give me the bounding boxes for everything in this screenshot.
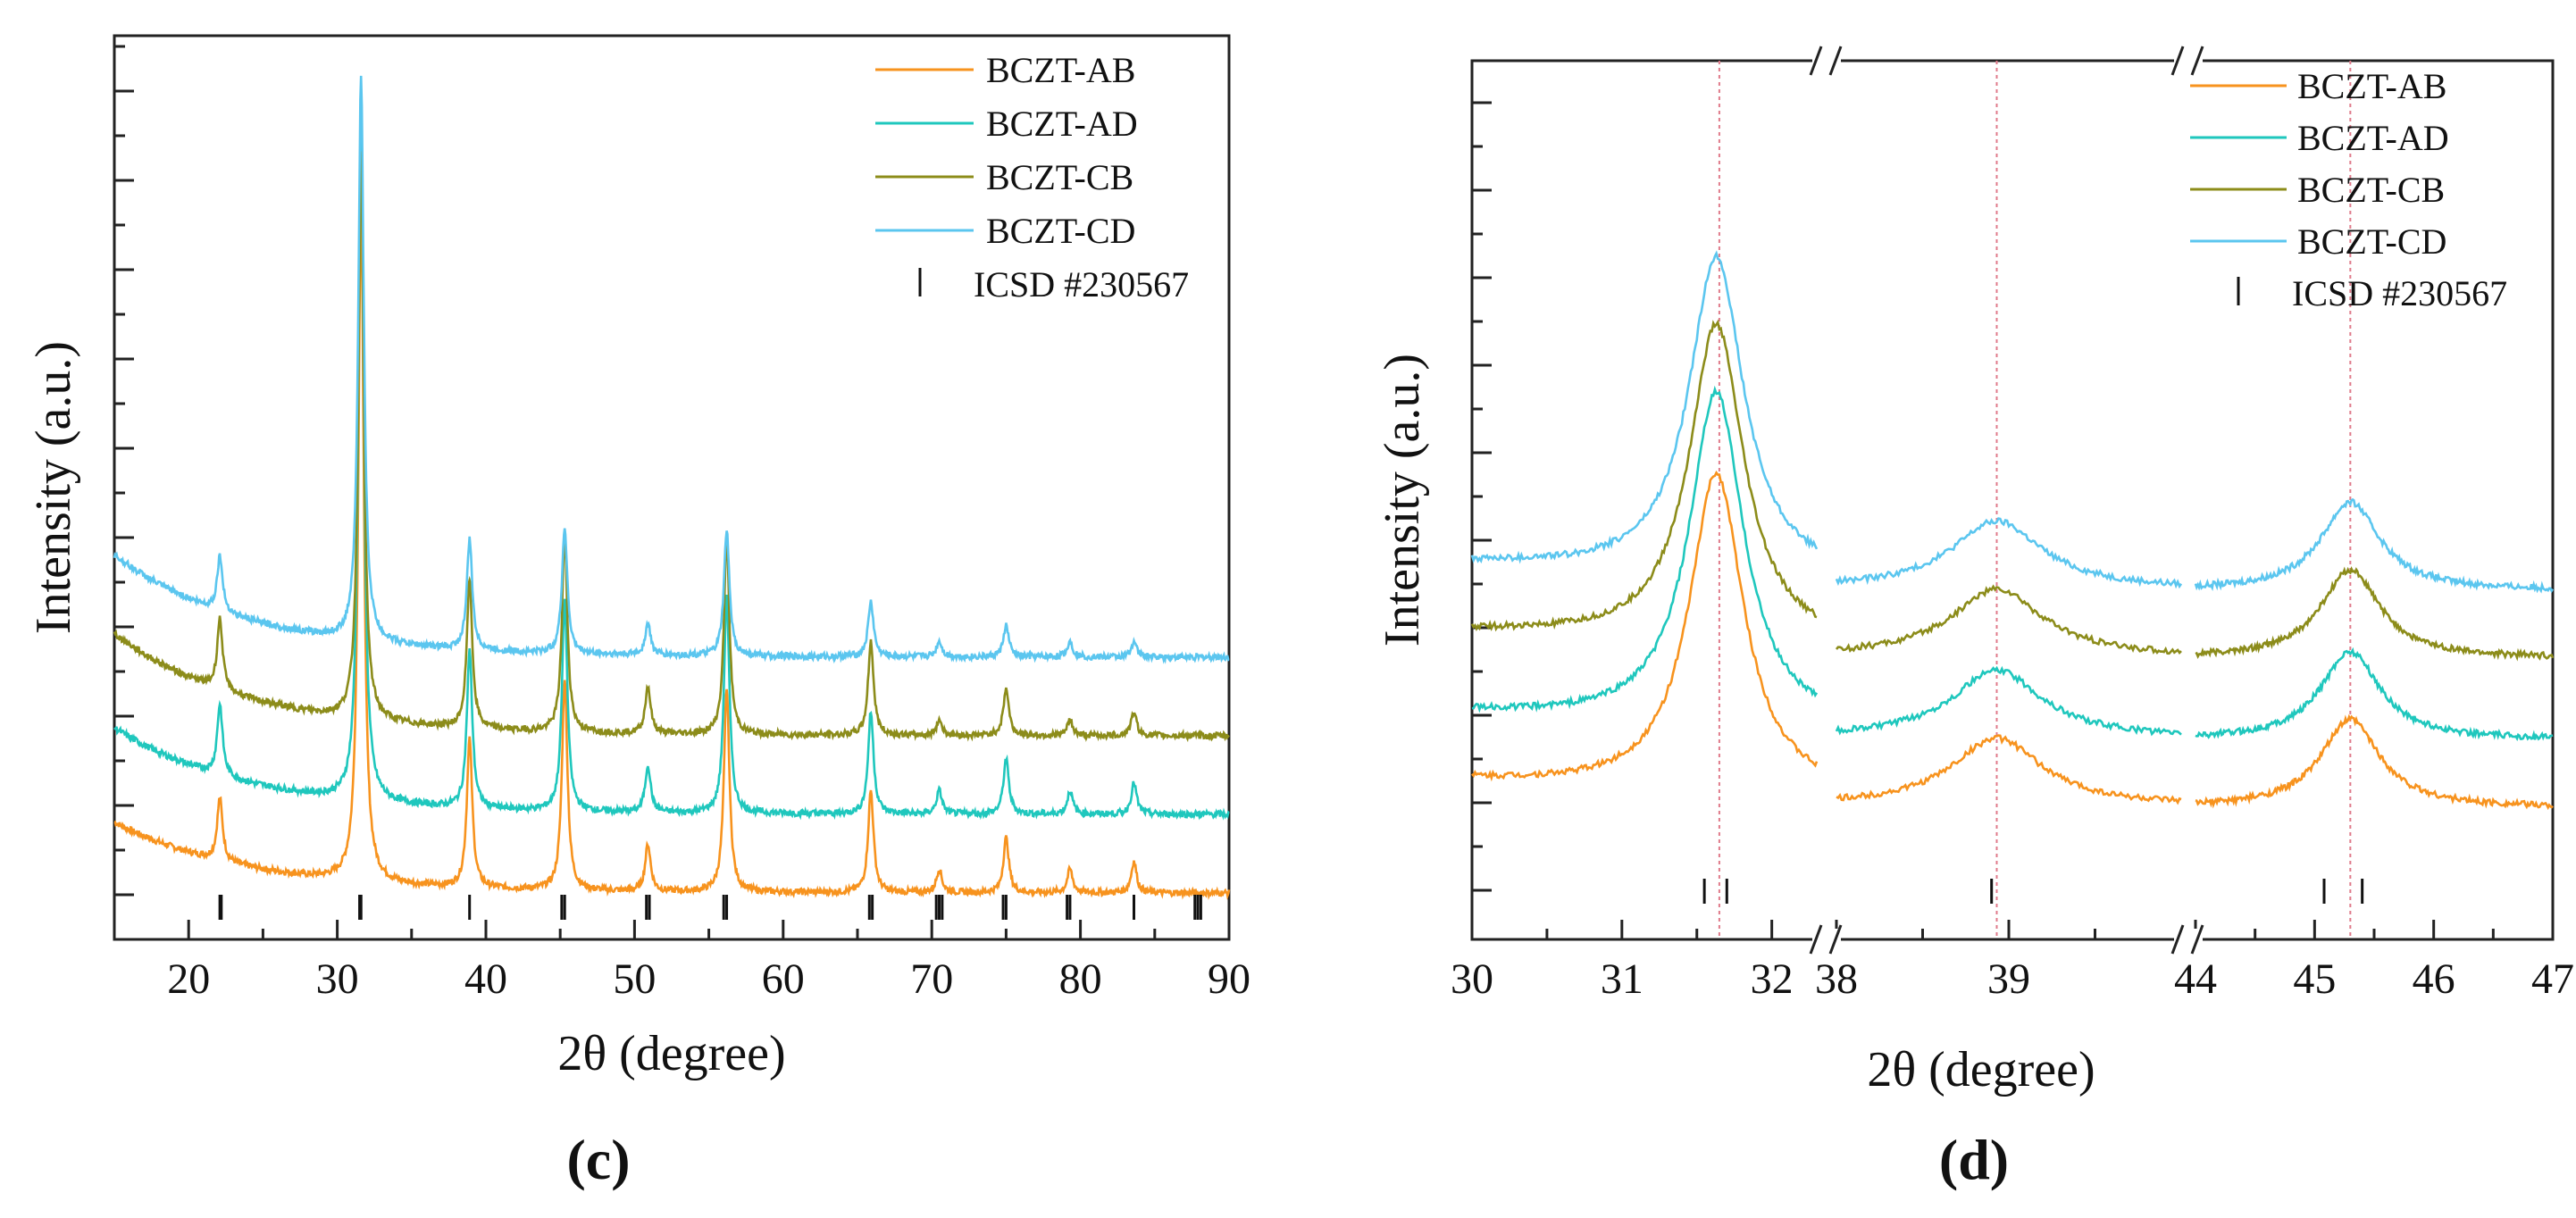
x-tick-label: 40	[464, 955, 507, 1003]
x-tick-label: 46	[2413, 955, 2455, 1003]
series-line-bczt-cb	[2195, 566, 2555, 662]
panel-d-label: (d)	[1939, 1128, 2009, 1191]
series-line-bczt-ab	[113, 190, 1231, 901]
legend-label: BCZT-AD	[2297, 118, 2449, 158]
series-line-bczt-cd	[113, 75, 1230, 664]
panel-c-x-axis-label: 2θ (degree)	[557, 1026, 785, 1081]
axis-break-mark	[2170, 924, 2185, 955]
panel-c-plot-frame	[113, 34, 1231, 941]
legend-label: BCZT-CB	[2297, 170, 2445, 210]
panel-d-plot-frame	[1470, 59, 2555, 941]
panel-c-reference-ticks	[218, 895, 1202, 920]
x-tick-label: 30	[316, 955, 359, 1003]
series-line-bczt-cd	[2194, 497, 2555, 594]
panel-d-legend: BCZT-AB BCZT-AD BCZT-CB BCZT-CD ICSD #230567	[2190, 66, 2507, 313]
x-tick-label: 38	[1815, 955, 1858, 1003]
x-tick-label: 50	[613, 955, 656, 1003]
axis-break-mark	[2190, 46, 2204, 76]
legend-label: ICSD #230567	[2292, 273, 2507, 313]
series-line-bczt-ad	[113, 111, 1230, 821]
x-tick-label: 20	[167, 955, 210, 1003]
axis-break-mark	[2170, 46, 2185, 76]
panel-d-series	[1470, 250, 2555, 811]
series-line-bczt-cd	[1835, 517, 2183, 589]
legend-label: ICSD #230567	[974, 264, 1189, 304]
panel-c-chart: 20 30 40 50 60 70 80 90 2θ (degree) Intensity (…	[26, 34, 1250, 1191]
series-line-bczt-ad	[2195, 647, 2554, 742]
panel-d-x-axis-label: 2θ (degree)	[1867, 1042, 2095, 1097]
series-line-bczt-ab	[1836, 734, 2182, 805]
legend-label: BCZT-CD	[986, 211, 1135, 251]
legend-label: BCZT-CD	[2297, 221, 2446, 262]
axis-break-mark	[1809, 46, 1823, 76]
axis-break-mark	[2190, 924, 2204, 955]
axis-break-mark	[1809, 924, 1823, 955]
panel-c-label: (c)	[566, 1128, 630, 1191]
series-line-bczt-cb	[1470, 319, 1818, 632]
legend-label: BCZT-AD	[986, 104, 1138, 144]
series-line-bczt-cb	[113, 151, 1230, 743]
panel-c-legend: BCZT-AB BCZT-AD BCZT-CB BCZT-CD ICSD #230567	[875, 50, 1189, 304]
series-line-bczt-cb	[1835, 584, 2182, 655]
axis-break-mark	[1828, 924, 1843, 955]
axis-break-mark	[1828, 46, 1843, 76]
x-tick-label: 47	[2531, 955, 2574, 1003]
panel-c-y-axis-label: Intensity (a.u.)	[26, 341, 81, 634]
panel-d-reference-ticks	[1702, 879, 2364, 904]
panel-d-x-tick-labels: 30 31 32 38 39 44 45 46 47	[1451, 955, 2574, 1003]
panel-d-axis-breaks	[1809, 46, 2204, 955]
panel-d-y-axis-label: Intensity (a.u.)	[1375, 354, 1430, 647]
legend-label: BCZT-AB	[2297, 66, 2446, 106]
series-line-bczt-ab	[1471, 470, 1819, 782]
x-tick-label: 70	[910, 955, 953, 1003]
panel-d-chart: 30 31 32 38 39 44 45 46 47 2θ (degree) Intensity…	[1375, 46, 2574, 1191]
series-line-bczt-ad	[1471, 385, 1819, 713]
series-line-bczt-cd	[1470, 250, 1819, 564]
x-tick-label: 32	[1751, 955, 1794, 1003]
panel-c-series	[113, 75, 1231, 901]
series-line-bczt-ad	[1835, 665, 2182, 737]
legend-label: BCZT-CB	[986, 157, 1133, 197]
x-tick-label: 44	[2174, 955, 2217, 1003]
x-tick-label: 60	[762, 955, 805, 1003]
panel-d-guide-lines	[1718, 61, 2352, 939]
legend-label: BCZT-AB	[986, 50, 1135, 90]
x-tick-label: 30	[1451, 955, 1493, 1003]
panel-c-x-tick-labels: 20 30 40 50 60 70 80 90	[167, 955, 1250, 1003]
x-tick-label: 80	[1059, 955, 1102, 1003]
x-tick-label: 39	[1987, 955, 2030, 1003]
x-tick-label: 31	[1601, 955, 1643, 1003]
panel-c-ticks	[113, 45, 1231, 939]
x-tick-label: 45	[2293, 955, 2336, 1003]
series-line-bczt-ab	[2195, 713, 2554, 811]
x-tick-label: 90	[1208, 955, 1250, 1003]
